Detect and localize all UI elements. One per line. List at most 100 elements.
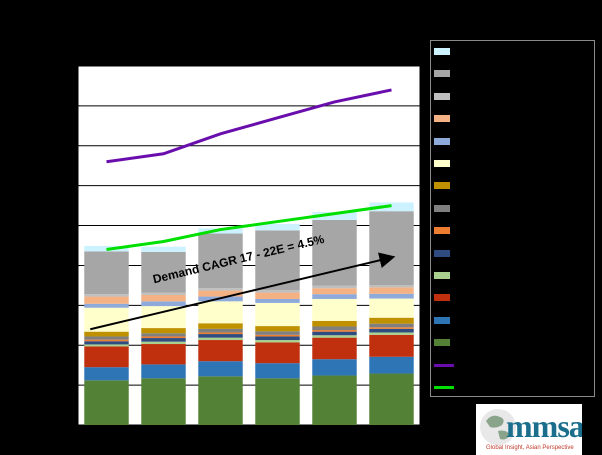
bar-segment	[141, 378, 186, 425]
bar-segment	[198, 337, 243, 341]
bar-segment	[369, 298, 414, 318]
legend-swatch	[434, 339, 450, 347]
legend-swatch	[434, 70, 450, 78]
plot-border	[77, 65, 421, 426]
bar-segment	[369, 293, 414, 299]
bar-segment	[141, 294, 186, 302]
bar-segment	[84, 331, 129, 337]
bar-segment	[84, 380, 129, 425]
legend-line-swatch	[434, 386, 454, 389]
bar-segment	[84, 303, 129, 308]
bar-segment	[255, 331, 300, 335]
bar-segment	[255, 223, 300, 231]
bar-segment	[84, 346, 129, 368]
bar-segment	[141, 328, 186, 334]
series-line	[106, 204, 392, 251]
bar-segment	[312, 337, 357, 360]
bar-segment	[255, 292, 300, 299]
legend-swatch	[434, 227, 450, 235]
bar-segment	[369, 287, 414, 294]
bar-segment	[369, 328, 414, 333]
bar-segment	[198, 376, 243, 425]
bar-segment	[198, 323, 243, 329]
bar-segment	[255, 326, 300, 332]
bar-segment	[141, 336, 186, 339]
bar-segment	[84, 307, 129, 332]
bar-segment	[141, 344, 186, 365]
bar-segment	[198, 361, 243, 377]
bar-segment	[141, 338, 186, 342]
bar-segment	[369, 323, 414, 328]
bar-segment	[312, 326, 357, 331]
bar-segment	[369, 334, 414, 357]
bar-segment	[198, 301, 243, 324]
bar-segment	[369, 317, 414, 324]
bar-segment	[312, 330, 357, 332]
bar-segment	[141, 246, 186, 252]
legend-swatch	[434, 204, 450, 212]
bar-segment	[141, 251, 186, 293]
legend-swatch	[434, 272, 450, 279]
bar-segment	[255, 378, 300, 425]
bar-segment	[312, 298, 357, 321]
legend-swatch	[434, 160, 450, 167]
bar-segment	[141, 292, 186, 295]
bar-segment	[141, 341, 186, 345]
bar-segment	[84, 339, 129, 342]
bar-segment	[198, 288, 243, 291]
legend-swatch	[434, 249, 450, 257]
bar-segment	[255, 298, 300, 303]
bar-segment	[369, 356, 414, 374]
logo-wordmark: mmsa	[506, 408, 582, 444]
bar-segment	[255, 302, 300, 327]
bar-segment	[198, 340, 243, 362]
bar-segment	[84, 251, 129, 295]
bar-segment	[312, 285, 357, 289]
logo-tagline: Global Insight, Asian Perspective	[486, 445, 574, 451]
bar-segment	[84, 294, 129, 297]
bar-segment	[312, 294, 357, 299]
legend-line-swatch	[434, 363, 454, 367]
bar-segment	[84, 336, 129, 340]
bar-segment	[312, 331, 357, 336]
globe-icon	[480, 409, 516, 445]
bar-segment	[255, 342, 300, 364]
bar-segment	[312, 375, 357, 425]
bar-segment	[84, 367, 129, 381]
bar-segment	[255, 336, 300, 341]
bar-segment	[84, 341, 129, 345]
bar-segment	[312, 320, 357, 327]
bar-segment	[141, 306, 186, 329]
series-line	[106, 88, 392, 164]
bar-segment	[84, 296, 129, 304]
legend-swatch	[434, 137, 450, 145]
bar-segment	[141, 301, 186, 307]
legend-swatch	[434, 48, 450, 55]
bar-segment	[255, 290, 300, 293]
legend-swatch	[434, 92, 450, 100]
bar-segment	[255, 334, 300, 337]
bar-segment	[255, 363, 300, 379]
bar-segment	[84, 344, 129, 347]
bar-segment	[198, 334, 243, 338]
bar-segment	[312, 288, 357, 295]
legend-swatch	[434, 182, 450, 190]
bar-segment	[198, 290, 243, 297]
mmsa-logo: mmsa Global Insight, Asian Perspective	[476, 404, 582, 455]
bar-segment	[369, 332, 414, 335]
legend-swatch	[434, 115, 450, 123]
series-lines	[106, 88, 392, 251]
bar-segment	[369, 373, 414, 425]
bar-segment	[369, 284, 414, 288]
bar-segment	[312, 335, 357, 338]
legend-swatch	[434, 316, 450, 324]
legend-swatch	[434, 294, 450, 302]
legend	[430, 40, 595, 397]
bar-segment	[141, 333, 186, 337]
bar-segment	[198, 332, 243, 335]
bar-segment	[198, 328, 243, 333]
cagr-arrow	[90, 252, 396, 331]
bars	[84, 202, 414, 425]
bar-segment	[141, 364, 186, 379]
